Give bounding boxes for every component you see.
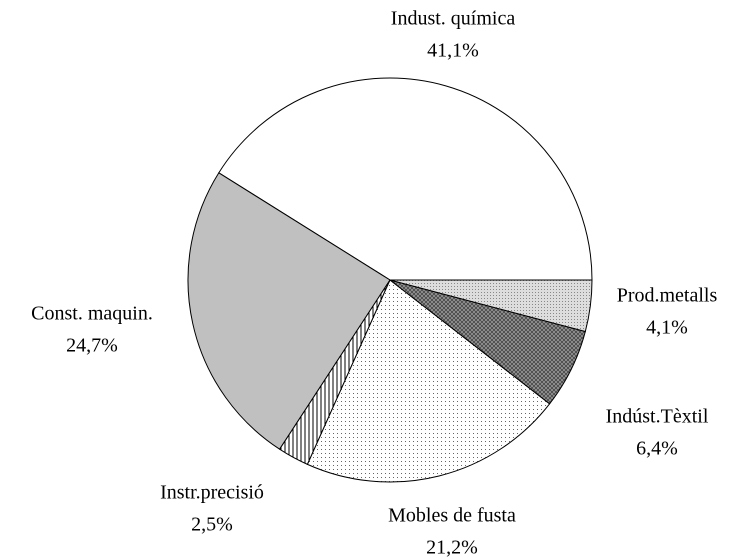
pie-slice (218, 77, 593, 281)
value-label: 24,7% (66, 335, 118, 357)
value-label: 4,1% (646, 317, 688, 339)
pie-slice (306, 279, 551, 483)
slice-label: Instr.precisió (160, 482, 264, 504)
value-label: 41,1% (427, 40, 479, 62)
slice-label: Const. maquin. (31, 303, 153, 325)
value-label: 2,5% (191, 514, 233, 536)
slice-label: Prod.metalls (617, 285, 718, 307)
slice-label: Indúst.Tèxtil (606, 406, 709, 428)
value-label: 21,2% (426, 537, 478, 559)
pie-slice (187, 172, 391, 450)
slice-label: Mobles de fusta (388, 505, 516, 527)
value-label: 6,4% (636, 438, 678, 460)
slice-label: Indust. química (391, 8, 516, 30)
pie-slice (389, 279, 593, 333)
